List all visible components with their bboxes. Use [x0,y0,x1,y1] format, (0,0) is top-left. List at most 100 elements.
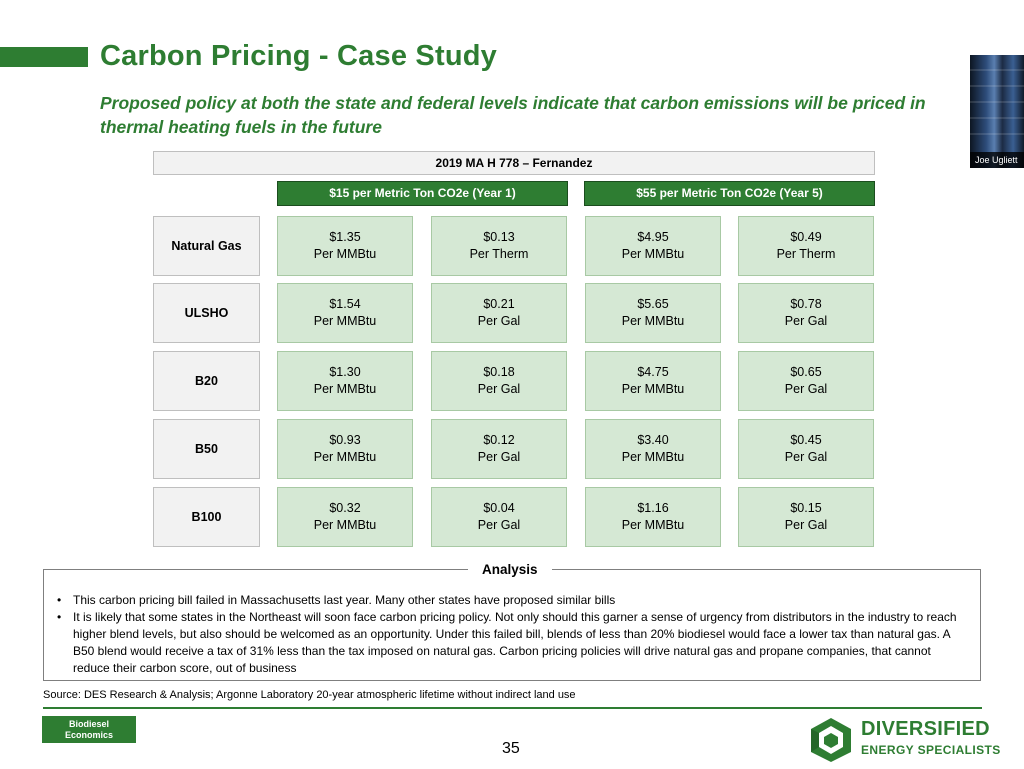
fuel-label: B50 [153,419,260,479]
analysis-list: • This carbon pricing bill failed in Mass… [54,592,969,677]
bullet-icon: • [57,610,62,624]
badge-line-1: Biodiesel [68,718,109,729]
price-cell: $0.04 Per Gal [431,487,567,547]
price-value: $1.30 [329,365,361,379]
price-value: $0.49 [790,230,822,244]
price-cell: $0.21 Per Gal [431,283,567,343]
analysis-bullet: • It is likely that some states in the No… [54,609,969,677]
price-cell: $3.40 Per MMBtu [585,419,721,479]
year1-header: $15 per Metric Ton CO2e (Year 1) [277,181,568,206]
price-unit: Per MMBtu [313,314,377,328]
price-value: $4.95 [637,230,669,244]
slide-title: Carbon Pricing - Case Study [100,40,497,72]
price-cell: $5.65 Per MMBtu [585,283,721,343]
price-unit: Per MMBtu [621,518,685,532]
price-cell: $0.78 Per Gal [738,283,874,343]
window-blind-stripe [970,117,1024,119]
price-unit: Per Gal [784,450,828,464]
price-cell: $4.75 Per MMBtu [585,351,721,411]
window-blind-stripe [970,85,1024,87]
price-cell: $0.13 Per Therm [431,216,567,276]
price-cell: $0.93 Per MMBtu [277,419,413,479]
price-cell: $1.54 Per MMBtu [277,283,413,343]
fuel-label: B20 [153,351,260,411]
price-unit: Per Therm [469,247,529,261]
participant-video-tile[interactable]: Joe Ugliett [970,55,1024,168]
price-unit: Per Gal [784,314,828,328]
price-unit: Per MMBtu [621,314,685,328]
analysis-bullet-text: It is likely that some states in the Nor… [73,610,957,675]
price-cell: $1.30 Per MMBtu [277,351,413,411]
price-value: $0.13 [483,230,515,244]
price-cell: $0.18 Per Gal [431,351,567,411]
price-cell: $0.65 Per Gal [738,351,874,411]
price-unit: Per Gal [477,382,521,396]
price-unit: Per MMBtu [313,247,377,261]
price-unit: Per MMBtu [313,450,377,464]
price-unit: Per Gal [477,518,521,532]
price-cell: $0.49 Per Therm [738,216,874,276]
badge-line-2: Economics [64,729,113,740]
bill-header: 2019 MA H 778 – Fernandez [153,151,875,175]
price-unit: Per Gal [784,518,828,532]
participant-name: Joe Ugliett [970,152,1024,168]
price-unit: Per Gal [477,450,521,464]
price-value: $0.12 [483,433,515,447]
price-unit: Per Gal [784,382,828,396]
fuel-label: Natural Gas [153,216,260,276]
price-value: $1.54 [329,297,361,311]
price-value: $1.16 [637,501,669,515]
price-value: $0.93 [329,433,361,447]
biodiesel-economics-badge: Biodiesel Economics [42,716,136,743]
analysis-title: Analysis [468,562,552,578]
price-value: $0.78 [790,297,822,311]
slide-subtitle: Proposed policy at both the state and fe… [100,91,960,139]
logo-text-primary: DIVERSIFIED [861,718,990,740]
page-number: 35 [502,740,520,757]
price-unit: Per Therm [776,247,836,261]
window-blind-stripe [970,133,1024,135]
price-value: $1.35 [329,230,361,244]
subtitle-line-2: thermal heating fuels in the future [100,117,382,137]
title-accent-bar [0,47,88,67]
price-value: $0.04 [483,501,515,515]
price-cell: $0.45 Per Gal [738,419,874,479]
price-value: $0.32 [329,501,361,515]
window-blind-stripe [970,69,1024,71]
price-unit: Per MMBtu [313,382,377,396]
logo-cube-icon [811,718,851,762]
footer-divider [43,707,982,709]
price-value: $0.45 [790,433,822,447]
price-cell: $0.12 Per Gal [431,419,567,479]
analysis-box: • This carbon pricing bill failed in Mass… [43,569,981,681]
price-unit: Per MMBtu [313,518,377,532]
price-value: $3.40 [637,433,669,447]
company-logo: DIVERSIFIED ENERGY SPECIALISTS [806,715,1000,765]
bullet-icon: • [57,593,62,607]
price-cell: $0.32 Per MMBtu [277,487,413,547]
price-value: $5.65 [637,297,669,311]
price-unit: Per Gal [477,314,521,328]
analysis-bullet-text: This carbon pricing bill failed in Massa… [73,593,616,607]
source-note: Source: DES Research & Analysis; Argonne… [43,689,576,701]
subtitle-line-1: Proposed policy at both the state and fe… [100,93,926,113]
price-cell: $1.16 Per MMBtu [585,487,721,547]
price-unit: Per MMBtu [621,382,685,396]
price-value: $0.65 [790,365,822,379]
video-feed [970,55,1024,168]
fuel-label: B100 [153,487,260,547]
logo-text-secondary: ENERGY SPECIALISTS [861,743,1001,757]
price-cell: $4.95 Per MMBtu [585,216,721,276]
window-blind-stripe [970,101,1024,103]
analysis-bullet: • This carbon pricing bill failed in Mass… [54,592,969,609]
price-cell: $1.35 Per MMBtu [277,216,413,276]
fuel-label: ULSHO [153,283,260,343]
price-cell: $0.15 Per Gal [738,487,874,547]
price-value: $4.75 [637,365,669,379]
price-unit: Per MMBtu [621,247,685,261]
price-value: $0.15 [790,501,822,515]
price-unit: Per MMBtu [621,450,685,464]
price-value: $0.21 [483,297,515,311]
price-value: $0.18 [483,365,515,379]
year5-header: $55 per Metric Ton CO2e (Year 5) [584,181,875,206]
